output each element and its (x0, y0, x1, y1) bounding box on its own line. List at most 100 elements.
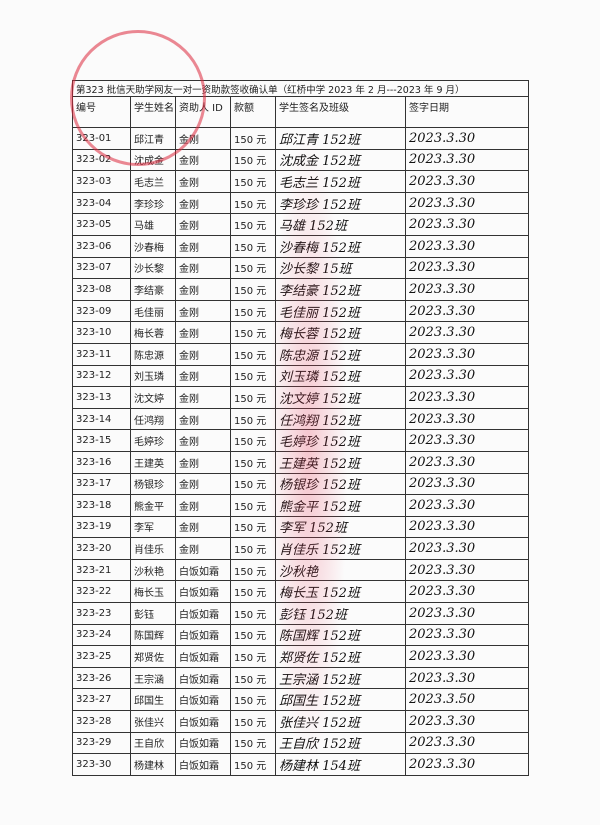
student-name: 沈文婷 (130, 386, 176, 409)
row-id: 323-20 (72, 537, 131, 560)
student-name: 梅长玉 (130, 580, 176, 604)
sponsor-id: 金刚 (175, 537, 231, 560)
table-row: 323-08 李结豪 金刚 150 元李结豪 152班 2023.3.30 (72, 278, 529, 301)
sponsor-id: 白饭如霜 (175, 753, 231, 776)
student-signature: 沈文婷 152班 (275, 386, 406, 409)
student-name: 沈成金 (130, 148, 176, 172)
student-signature: 沙春梅 152班 (275, 234, 406, 258)
sign-date: 2023.3.50 (405, 688, 529, 712)
sign-date: 2023.3.30 (405, 386, 529, 409)
student-signature: 梅长蓉 152班 (275, 321, 406, 344)
student-signature: 王建英 152班 (275, 450, 406, 474)
student-signature: 任鸿翔 152班 (275, 407, 406, 431)
row-id: 323-09 (72, 299, 131, 323)
sign-date: 2023.3.30 (405, 321, 529, 344)
amount: 150 元 (230, 321, 276, 344)
student-name: 王宗涵 (130, 666, 176, 690)
student-signature: 毛婷珍 152班 (275, 429, 406, 452)
student-name: 毛婷珍 (130, 429, 176, 452)
row-id: 323-13 (72, 386, 131, 409)
sponsor-id: 金刚 (175, 299, 231, 323)
row-id: 323-07 (72, 256, 131, 280)
student-name: 沙秋艳 (130, 558, 176, 582)
row-id: 323-28 (72, 710, 131, 733)
amount: 150 元 (230, 537, 276, 560)
sign-date: 2023.3.30 (405, 342, 529, 366)
amount: 150 元 (230, 515, 276, 539)
student-signature: 彭钰 152班 (275, 602, 406, 625)
sponsor-id: 金刚 (175, 386, 231, 409)
amount: 150 元 (230, 623, 276, 647)
student-signature: 郑贤佐 152班 (275, 645, 406, 668)
sponsor-id: 白饭如霜 (175, 731, 231, 755)
table-row: 323-14 任鸿翔 金刚 150 元任鸿翔 152班 2023.3.30 (72, 407, 529, 431)
header-row: 编号 学生姓名 资助人 ID 款额 学生签名及班级 签字日期 (72, 96, 529, 128)
row-id: 323-30 (72, 753, 131, 776)
row-id: 323-21 (72, 558, 131, 582)
sign-date: 2023.3.30 (405, 213, 529, 236)
column-header: 学生签名及班级 (275, 96, 406, 128)
row-id: 323-24 (72, 623, 131, 647)
amount: 150 元 (230, 256, 276, 280)
student-name: 刘玉璘 (130, 364, 176, 388)
student-name: 郑贤佐 (130, 645, 176, 668)
sign-date: 2023.3.30 (405, 472, 529, 496)
student-name: 毛志兰 (130, 170, 176, 193)
sign-date: 2023.3.30 (405, 450, 529, 474)
student-signature: 杨银珍 152班 (275, 472, 406, 496)
row-id: 323-06 (72, 234, 131, 258)
row-id: 323-05 (72, 213, 131, 236)
sign-date: 2023.3.30 (405, 299, 529, 323)
sign-date: 2023.3.30 (405, 710, 529, 733)
sponsor-id: 金刚 (175, 364, 231, 388)
student-signature: 毛佳丽 152班 (275, 299, 406, 323)
table-row: 323-26 王宗涵 白饭如霜 150 元王宗涵 152班 2023.3.30 (72, 666, 529, 690)
column-header: 编号 (72, 96, 131, 128)
student-name: 陈忠源 (130, 342, 176, 366)
row-id: 323-19 (72, 515, 131, 539)
sponsor-id: 白饭如霜 (175, 623, 231, 647)
student-name: 沙春梅 (130, 234, 176, 258)
student-signature: 毛志兰 152班 (275, 170, 406, 193)
sponsor-id: 金刚 (175, 213, 231, 236)
amount: 150 元 (230, 407, 276, 431)
table-row: 323-05 马雄 金刚 150 元马雄 152班 2023.3.30 (72, 213, 529, 236)
amount: 150 元 (230, 645, 276, 668)
student-signature: 陈忠源 152班 (275, 342, 406, 366)
student-name: 梅长蓉 (130, 321, 176, 344)
amount: 150 元 (230, 191, 276, 215)
table-row: 323-06 沙春梅 金刚 150 元沙春梅 152班 2023.3.30 (72, 234, 529, 258)
student-signature: 王宗涵 152班 (275, 666, 406, 690)
table-row: 323-25 郑贤佐 白饭如霜 150 元郑贤佐 152班 2023.3.30 (72, 645, 529, 668)
table-row: 323-04 李珍珍 金刚 150 元李珍珍 152班 2023.3.30 (72, 191, 529, 215)
student-name: 李结豪 (130, 278, 176, 301)
student-signature: 沙长黎 15班 (275, 256, 406, 280)
table-row: 323-23 彭钰 白饭如霜 150 元彭钰 152班 2023.3.30 (72, 602, 529, 625)
student-signature: 马雄 152班 (275, 213, 406, 236)
sponsor-id: 金刚 (175, 342, 231, 366)
table-title: 第323 批信天助学网友一对一资助款签收确认单（红桥中学 2023 年 2 月-… (72, 80, 529, 97)
sign-date: 2023.3.30 (405, 407, 529, 431)
student-signature: 沙秋艳 (275, 558, 406, 582)
sponsor-id: 金刚 (175, 472, 231, 496)
amount: 150 元 (230, 558, 276, 582)
row-id: 323-25 (72, 645, 131, 668)
sponsor-id: 白饭如霜 (175, 580, 231, 604)
student-name: 李军 (130, 515, 176, 539)
student-name: 杨银珍 (130, 472, 176, 496)
student-name: 王建英 (130, 450, 176, 474)
sponsor-id: 白饭如霜 (175, 602, 231, 625)
table-row: 323-18 熊金平 金刚 150 元熊金平 152班 2023.3.30 (72, 494, 529, 517)
row-id: 323-04 (72, 191, 131, 215)
table-row: 323-17 杨银珍 金刚 150 元杨银珍 152班 2023.3.30 (72, 472, 529, 496)
table-row: 323-09 毛佳丽 金刚 150 元毛佳丽 152班 2023.3.30 (72, 299, 529, 323)
row-id: 323-22 (72, 580, 131, 604)
sign-date: 2023.3.30 (405, 170, 529, 193)
student-name: 毛佳丽 (130, 299, 176, 323)
table-row: 323-19 李军 金刚 150 元李军 152班 2023.3.30 (72, 515, 529, 539)
sign-date: 2023.3.30 (405, 580, 529, 604)
sign-date: 2023.3.30 (405, 191, 529, 215)
sponsor-id: 金刚 (175, 256, 231, 280)
sponsor-id: 金刚 (175, 234, 231, 258)
